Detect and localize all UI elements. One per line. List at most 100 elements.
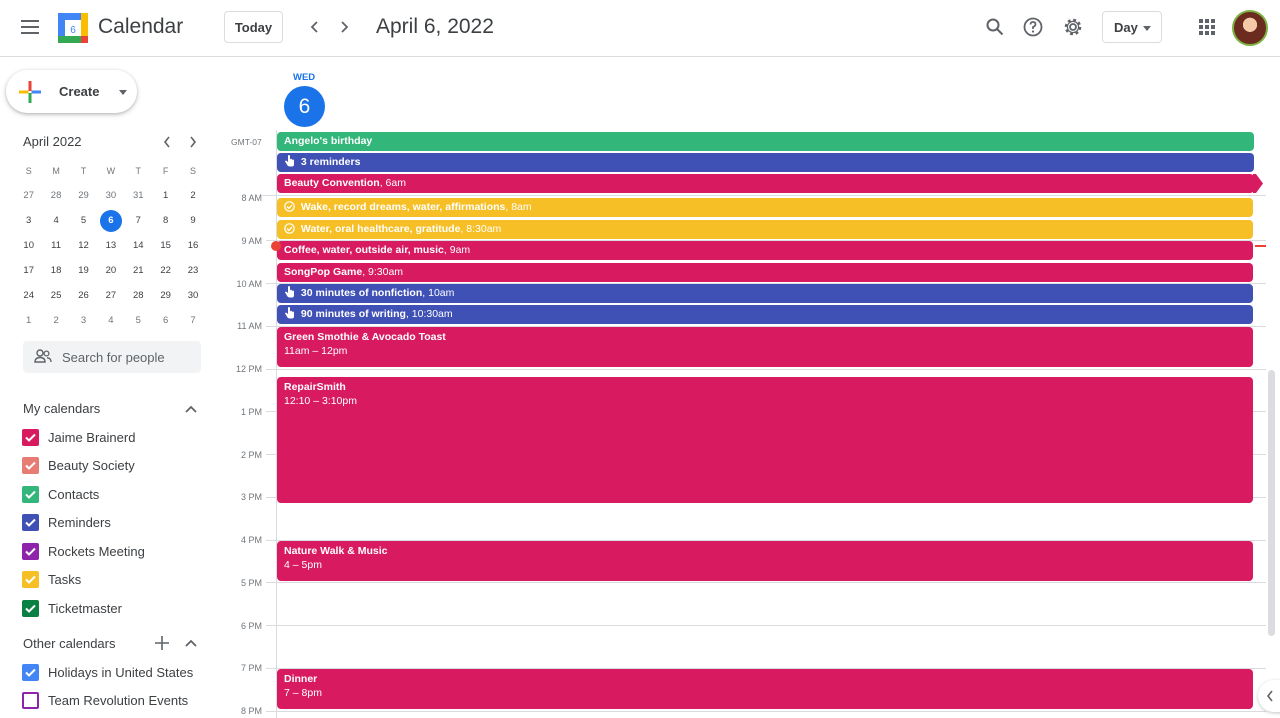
calendar-item-team-revolution[interactable]: Team Revolution Events [22, 690, 188, 710]
calendar-item-tasks[interactable]: Tasks [22, 569, 81, 589]
checkbox-checked-icon[interactable] [22, 663, 39, 681]
mini-day[interactable]: 20 [105, 264, 117, 276]
mini-day[interactable]: 24 [23, 289, 34, 301]
mini-day[interactable]: 3 [26, 214, 32, 226]
mini-day[interactable]: 22 [160, 264, 171, 276]
mini-day[interactable]: 28 [132, 289, 144, 301]
day-number-button[interactable]: 6 [284, 86, 325, 127]
side-panel-toggle-button[interactable] [1258, 680, 1280, 712]
checkbox-checked-icon[interactable] [22, 456, 39, 474]
mini-day[interactable]: 18 [50, 264, 62, 276]
calendar-item-ticketmaster[interactable]: Ticketmaster [22, 598, 122, 618]
timed-event[interactable]: Nature Walk & Music 4 – 5pm [277, 541, 1253, 581]
mini-day[interactable]: 30 [105, 189, 117, 201]
create-event-button[interactable]: Create [6, 70, 137, 113]
mini-day[interactable]: 2 [53, 314, 59, 326]
mini-day[interactable]: 7 [190, 314, 196, 326]
event-title: SongPop Game [284, 266, 363, 278]
mini-day[interactable]: 2 [190, 189, 196, 201]
mini-day[interactable]: 30 [187, 289, 199, 301]
mini-day[interactable]: 6 [163, 314, 169, 326]
calendar-item-holidays-us[interactable]: Holidays in United States [22, 662, 193, 682]
mini-day[interactable]: 23 [187, 264, 199, 276]
mini-calendar-prev-button[interactable] [156, 131, 178, 153]
timed-event[interactable]: 90 minutes of writing, 10:30am [277, 305, 1253, 324]
other-calendars-title[interactable]: Other calendars [23, 636, 116, 651]
checkbox-checked-icon[interactable] [22, 485, 39, 503]
timed-event[interactable]: 30 minutes of nonfiction, 10am [277, 284, 1253, 303]
support-button[interactable] [1020, 14, 1046, 40]
allday-event[interactable]: Beauty Convention, 6am [277, 174, 1254, 193]
mini-day[interactable]: 16 [187, 239, 199, 251]
mini-day[interactable]: 19 [78, 264, 89, 276]
view-switcher-dropdown[interactable]: Day [1102, 11, 1162, 43]
calendar-item-contacts[interactable]: Contacts [22, 484, 99, 504]
mini-day[interactable]: 28 [50, 189, 62, 201]
other-calendars-collapse-button[interactable] [181, 633, 201, 653]
event-time: , 10am [422, 287, 455, 299]
mini-day[interactable]: 1 [26, 314, 32, 326]
next-period-button[interactable] [331, 14, 357, 40]
mini-day[interactable]: 27 [105, 289, 117, 301]
mini-day[interactable]: 11 [51, 239, 62, 251]
timed-event[interactable]: Green Smothie & Avocado Toast 11am – 12p… [277, 327, 1253, 367]
add-other-calendar-button[interactable] [152, 633, 172, 653]
allday-event[interactable]: Angelo's birthday [277, 132, 1254, 151]
today-button[interactable]: Today [224, 11, 283, 43]
mini-day[interactable]: 15 [160, 239, 171, 251]
checkbox-checked-icon[interactable] [22, 513, 39, 531]
mini-day[interactable]: 29 [160, 289, 171, 301]
hour-gridline [266, 582, 1266, 583]
calendar-item-rockets-meeting[interactable]: Rockets Meeting [22, 541, 145, 561]
mini-day[interactable]: 3 [80, 314, 87, 326]
previous-period-button[interactable] [302, 14, 328, 40]
checkbox-checked-icon[interactable] [22, 428, 39, 446]
scrollbar-thumb[interactable] [1268, 370, 1275, 636]
search-people-input[interactable]: Search for people [23, 341, 201, 373]
mini-day[interactable]: 5 [80, 214, 87, 226]
settings-button[interactable] [1060, 14, 1086, 40]
apps-launcher-button[interactable] [1194, 14, 1220, 40]
mini-day[interactable]: 5 [135, 314, 141, 326]
timed-event[interactable]: Dinner 7 – 8pm [277, 669, 1253, 709]
mini-day[interactable]: 31 [132, 189, 144, 201]
calendar-item-jaime-brainerd[interactable]: Jaime Brainerd [22, 427, 135, 447]
mini-day[interactable]: 17 [23, 264, 34, 276]
timed-event[interactable]: SongPop Game, 9:30am [277, 263, 1253, 282]
timed-event[interactable]: Coffee, water, outside air, music, 9am [277, 241, 1253, 260]
mini-day[interactable]: 7 [135, 214, 141, 226]
mini-day[interactable]: 4 [53, 214, 59, 226]
timed-event[interactable]: Wake, record dreams, water, affirmations… [277, 198, 1253, 217]
allday-event[interactable]: 3 reminders [277, 153, 1254, 172]
main-menu-button[interactable] [14, 11, 46, 43]
mini-day[interactable]: 4 [108, 314, 114, 326]
account-avatar[interactable] [1232, 10, 1268, 46]
mini-day[interactable]: 21 [132, 264, 144, 276]
checkbox-unchecked-icon[interactable] [22, 691, 39, 709]
timed-event[interactable]: RepairSmith 12:10 – 3:10pm [277, 377, 1253, 503]
mini-day[interactable]: 26 [78, 289, 89, 301]
checkbox-checked-icon[interactable] [22, 570, 39, 588]
hour-label: 3 PM [240, 492, 262, 502]
mini-calendar-next-button[interactable] [182, 131, 204, 153]
mini-day[interactable]: 29 [78, 189, 89, 201]
mini-day-selected[interactable]: 6 [97, 209, 124, 232]
mini-day[interactable]: 27 [23, 189, 34, 201]
calendar-item-beauty-society[interactable]: Beauty Society [22, 455, 135, 475]
my-calendars-collapse-button[interactable] [181, 399, 201, 419]
mini-day[interactable]: 12 [78, 239, 89, 251]
search-button[interactable] [982, 14, 1008, 40]
mini-day[interactable]: 8 [163, 214, 169, 226]
mini-day[interactable]: 14 [132, 239, 144, 251]
checkbox-checked-icon[interactable] [22, 542, 39, 560]
mini-day[interactable]: 25 [50, 289, 62, 301]
mini-day[interactable]: 1 [163, 189, 169, 201]
timed-event[interactable]: Water, oral healthcare, gratitude, 8:30a… [277, 220, 1253, 239]
checkbox-checked-icon[interactable] [22, 599, 39, 617]
mini-day[interactable]: 13 [105, 239, 117, 251]
my-calendars-title[interactable]: My calendars [23, 401, 101, 416]
calendar-item-reminders[interactable]: Reminders [22, 512, 111, 532]
mini-day[interactable]: 9 [190, 214, 196, 226]
mini-day[interactable]: 10 [23, 239, 34, 251]
event-time: 12:10 – 3:10pm [284, 395, 357, 407]
